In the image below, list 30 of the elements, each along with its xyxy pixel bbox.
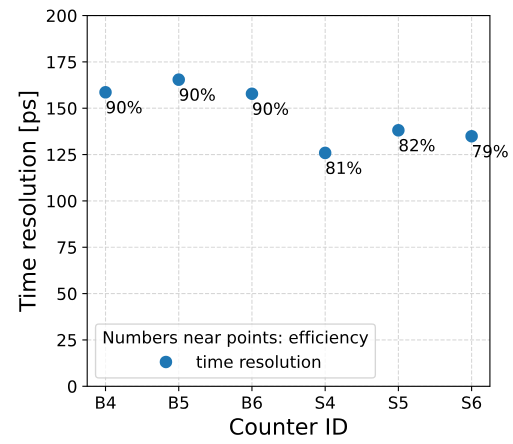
- y-tick-label: 150: [48, 102, 76, 115]
- y-tick-label: 50: [58, 288, 76, 300]
- y-tick-label: 0: [68, 380, 76, 393]
- x-tick-label: S5: [388, 396, 408, 409]
- x-axis-title: Counter ID: [230, 418, 348, 435]
- y-tick-label: 175: [48, 56, 76, 68]
- y-axis-title: Time resolution [ps]: [18, 92, 40, 312]
- x-tick-label: B5: [169, 396, 188, 409]
- point: [392, 124, 405, 137]
- point: [246, 88, 258, 100]
- annotation: 90%: [180, 88, 215, 101]
- x-tick-label: B6: [242, 396, 262, 409]
- annotation: 81%: [326, 162, 362, 174]
- point: [318, 146, 332, 160]
- y-tick-label: 75: [58, 241, 76, 254]
- annotation: 82%: [400, 138, 435, 152]
- annotation: 90%: [253, 102, 288, 115]
- x-tick-label: B4: [96, 396, 116, 409]
- legend-title: Numbers near points: efficiency: [104, 330, 368, 347]
- y-tick-label: 125: [48, 148, 76, 162]
- point: [172, 73, 185, 86]
- point: [465, 130, 478, 142]
- x-tick-label: S4: [316, 396, 335, 409]
- y-tick-label: 200: [46, 10, 76, 22]
- y-tick-label: 100: [48, 194, 76, 208]
- point: [99, 86, 112, 99]
- annotation: 90%: [106, 100, 142, 114]
- x-tick-label: S6: [462, 396, 482, 409]
- y-tick-label: 25: [58, 334, 76, 347]
- legend-label: time resolution: [196, 355, 320, 368]
